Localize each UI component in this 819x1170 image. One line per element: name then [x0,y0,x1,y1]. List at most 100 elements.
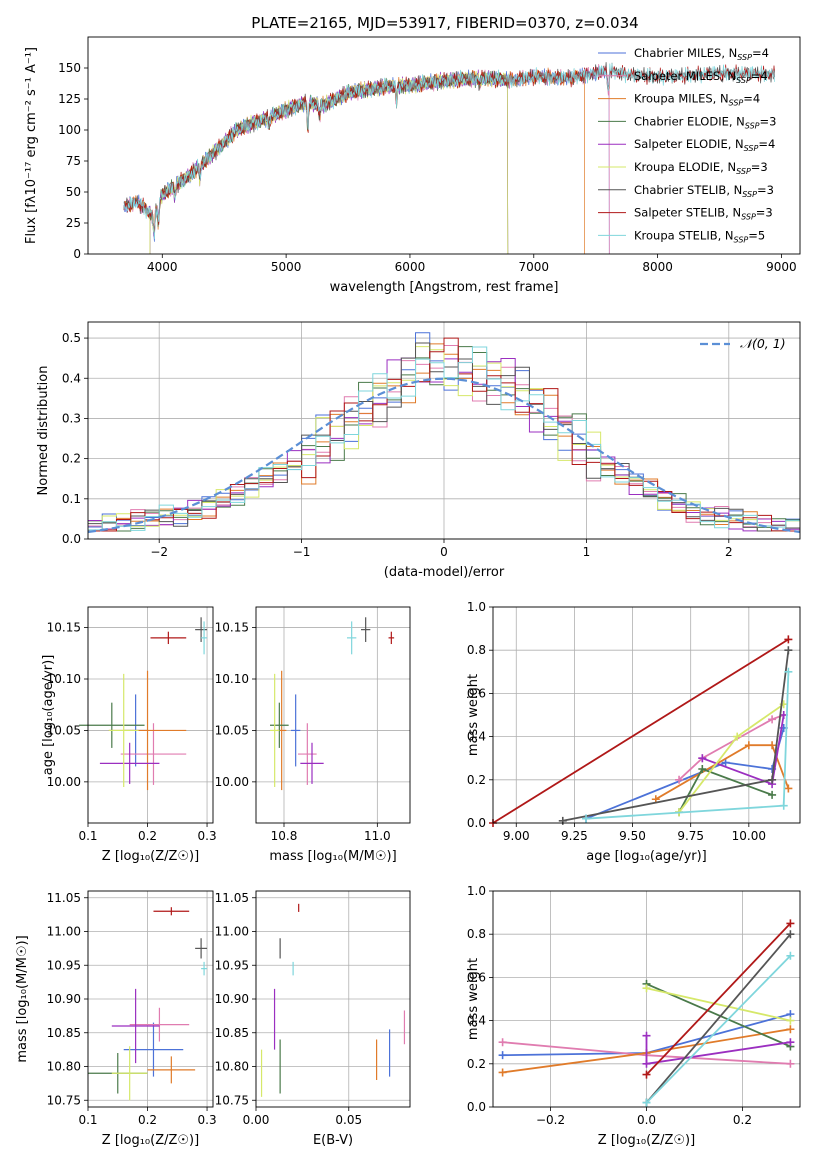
x-tick-label: 0.2 [733,1113,752,1127]
y-tick-label: 10.85 [215,1026,249,1040]
panel-4: 9.00 9.25 9.50 9.75 10.00 0.0 0.2 0.4 0.6 0.8 1.0 a… [466,600,801,864]
x-tick-label: 0.1 [78,1113,97,1127]
y-tick-label: 75 [66,154,81,168]
y-tick-label: 1.0 [467,600,486,614]
panel-0: 4000 5000 6000 7000 8000 9000 0 25 50 75 100 125 150… [24,36,801,295]
y-tick-label: 1.0 [467,884,486,898]
weight-marker [779,801,788,810]
weight-marker [698,765,707,773]
y-tick-label: 10.15 [47,621,81,635]
weight-marker [733,732,742,741]
x-tick-label: 9.50 [619,829,646,843]
x-tick-label: −0.2 [536,1113,565,1127]
weight-marker [642,1059,651,1068]
spectrum-line [123,62,776,239]
x-tick-label: 5000 [271,260,302,274]
x-axis-label: Z [log₁₀(Z/Z☉)] [102,1133,199,1148]
weight-marker [721,758,730,767]
weight-marker [786,1016,795,1025]
weight-marker [675,775,684,784]
weight-marker [786,1025,795,1034]
histogram-step [88,337,800,532]
y-axis-label: Normed distribution [36,366,51,496]
spectrum-line [123,62,776,234]
y-tick-label: 11.05 [215,891,249,905]
y-tick-label: 0.4 [467,730,486,744]
x-tick-label: 10.00 [732,829,766,843]
x-axis-label: age [log₁₀(age/yr)] [586,849,707,864]
y-tick-label: 10.75 [47,1093,81,1107]
legend-label: 𝒩(0, 1) [740,336,786,351]
y-tick-label: 11.00 [47,925,81,939]
y-tick-label: 10.80 [215,1060,249,1074]
legend-label: Salpeter STELIB, NSSP=3 [634,206,773,222]
x-tick-label: 0.3 [198,1113,217,1127]
y-tick-label: 10.15 [215,621,249,635]
x-tick-label: 2 [725,545,733,559]
x-tick-label: 0.0 [637,1113,656,1127]
panel-2: 0.1 0.2 0.3 10.00 10.05 10.10 10.15 Z [log₁₀(Z/… [41,606,217,864]
panel-3: 10.8 11.0 10.00 10.05 10.10 10.15 mass [log₁₀(… [215,606,411,864]
weight-marker [784,635,793,644]
y-tick-label: 0.2 [62,452,81,466]
axes-frame [87,321,801,540]
y-tick-label: 0.5 [62,331,81,345]
x-axis-label: Z [log₁₀(Z/Z☉)] [598,1133,695,1148]
x-tick-label: 9000 [766,260,797,274]
weight-line [646,987,791,1022]
weight-line [678,703,785,813]
legend-label: Chabrier MILES, NSSP=4 [634,46,769,62]
axes-frame [87,606,214,824]
legend-label: Salpeter ELODIE, NSSP=4 [634,137,775,153]
weight-marker [786,1038,795,1047]
y-tick-label: 10.75 [215,1093,249,1107]
axes-frame [492,890,801,1108]
weight-marker [768,790,777,799]
y-axis-label: Flux [fλ10⁻¹⁷ erg cm⁻² s⁻¹ A⁻¹] [24,47,39,244]
x-tick-label: 4000 [147,260,178,274]
y-axis-label: mass [log₁₀(M/M☉)] [15,935,30,1062]
weight-marker [784,646,793,655]
y-tick-label: 11.05 [47,891,81,905]
x-tick-label: 11.0 [364,829,391,843]
weight-marker [786,1059,795,1068]
x-tick-label: 9.00 [503,829,530,843]
x-tick-label: 6000 [395,260,426,274]
y-tick-label: 0.1 [62,492,81,506]
axes-frame [255,606,411,824]
y-tick-label: 10.00 [47,775,81,789]
legend-label: Chabrier ELODIE, NSSP=3 [634,114,776,130]
x-tick-label: 7000 [519,260,550,274]
weight-line [645,933,792,1104]
weight-line [655,744,790,800]
y-tick-label: 125 [58,92,81,106]
x-tick-label: 0.2 [138,1113,157,1127]
weight-marker [768,715,777,724]
x-tick-label: 0.05 [335,1113,362,1127]
y-tick-label: 0.0 [467,816,486,830]
x-axis-label: Z [log₁₀(Z/Z☉)] [102,849,199,864]
x-tick-label: 0 [440,545,448,559]
x-axis-label: mass [log₁₀(M/M☉)] [269,849,396,864]
weight-marker [498,1038,507,1047]
x-tick-label: −1 [293,545,311,559]
y-tick-label: 0.6 [467,686,486,700]
weight-line [645,955,792,1104]
y-tick-label: 10.10 [47,672,81,686]
weight-marker [768,741,777,750]
legend-label: Kroupa MILES, NSSP=4 [634,92,760,108]
weight-marker [786,930,795,939]
axes-frame [87,890,214,1108]
y-tick-label: 10.90 [47,992,81,1006]
weight-line [562,650,790,822]
panel-6: 0.00 0.05 10.75 10.80 10.85 10.90 10.95 11.00 11… [215,890,411,1148]
histogram-step [88,346,800,531]
x-tick-label: 0.2 [138,829,157,843]
weight-marker [642,1031,651,1040]
x-tick-label: 9.25 [561,829,588,843]
legend-label: Kroupa ELODIE, NSSP=3 [634,160,768,176]
x-tick-label: 10.8 [271,829,298,843]
weight-marker [558,816,567,825]
y-tick-label: 100 [58,123,81,137]
weight-marker [642,984,651,993]
